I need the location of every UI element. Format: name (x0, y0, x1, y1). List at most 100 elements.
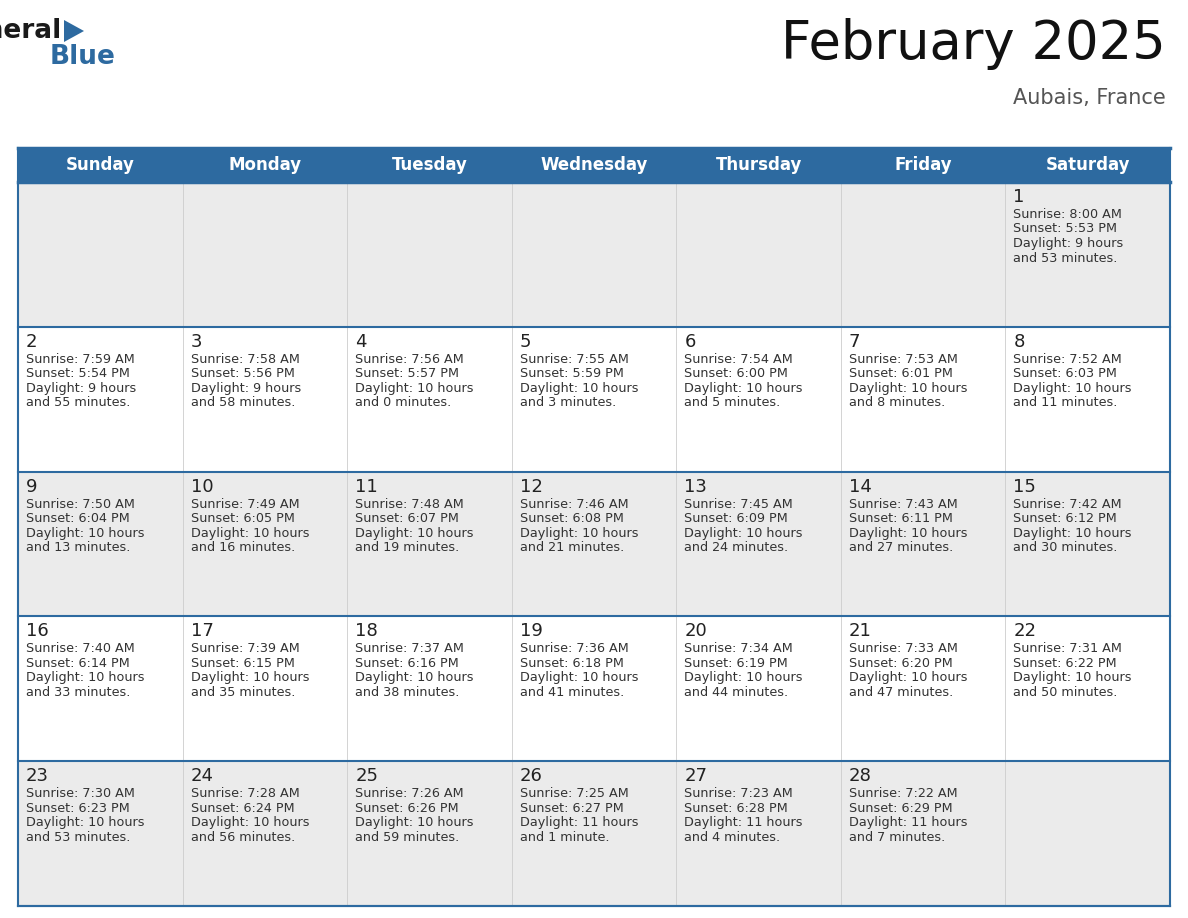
Text: Sunrise: 7:42 AM: Sunrise: 7:42 AM (1013, 498, 1121, 510)
Text: and 33 minutes.: and 33 minutes. (26, 686, 131, 699)
Text: 20: 20 (684, 622, 707, 641)
Text: Daylight: 10 hours: Daylight: 10 hours (849, 382, 967, 395)
Text: 13: 13 (684, 477, 707, 496)
Text: Sunrise: 7:28 AM: Sunrise: 7:28 AM (190, 788, 299, 800)
Text: Friday: Friday (895, 156, 952, 174)
Text: Sunset: 6:00 PM: Sunset: 6:00 PM (684, 367, 788, 380)
Text: and 59 minutes.: and 59 minutes. (355, 831, 460, 844)
Text: Sunrise: 7:49 AM: Sunrise: 7:49 AM (190, 498, 299, 510)
Text: Daylight: 10 hours: Daylight: 10 hours (519, 382, 638, 395)
Bar (18, 182, 1170, 327)
Text: Daylight: 9 hours: Daylight: 9 hours (1013, 237, 1124, 250)
Text: 14: 14 (849, 477, 872, 496)
Text: Daylight: 10 hours: Daylight: 10 hours (684, 382, 803, 395)
Text: 6: 6 (684, 333, 696, 351)
Text: Daylight: 10 hours: Daylight: 10 hours (1013, 671, 1132, 685)
Text: Sunset: 5:57 PM: Sunset: 5:57 PM (355, 367, 459, 380)
Polygon shape (64, 20, 84, 42)
Text: Sunrise: 7:45 AM: Sunrise: 7:45 AM (684, 498, 794, 510)
Text: and 50 minutes.: and 50 minutes. (1013, 686, 1118, 699)
Text: Sunrise: 7:23 AM: Sunrise: 7:23 AM (684, 788, 794, 800)
Text: Wednesday: Wednesday (541, 156, 647, 174)
Text: Daylight: 11 hours: Daylight: 11 hours (849, 816, 967, 829)
Text: Sunrise: 7:46 AM: Sunrise: 7:46 AM (519, 498, 628, 510)
Text: Sunset: 6:24 PM: Sunset: 6:24 PM (190, 801, 295, 814)
Text: Sunrise: 7:48 AM: Sunrise: 7:48 AM (355, 498, 463, 510)
Text: Daylight: 10 hours: Daylight: 10 hours (684, 671, 803, 685)
Text: Sunset: 6:28 PM: Sunset: 6:28 PM (684, 801, 788, 814)
Text: Sunrise: 7:58 AM: Sunrise: 7:58 AM (190, 353, 299, 365)
Text: and 5 minutes.: and 5 minutes. (684, 397, 781, 409)
Text: 21: 21 (849, 622, 872, 641)
Text: Daylight: 10 hours: Daylight: 10 hours (355, 382, 474, 395)
Text: 7: 7 (849, 333, 860, 351)
Text: Sunrise: 7:33 AM: Sunrise: 7:33 AM (849, 643, 958, 655)
Text: and 41 minutes.: and 41 minutes. (519, 686, 624, 699)
Text: Sunrise: 7:39 AM: Sunrise: 7:39 AM (190, 643, 299, 655)
Text: and 58 minutes.: and 58 minutes. (190, 397, 295, 409)
Text: 1: 1 (1013, 188, 1025, 206)
Text: Sunset: 6:22 PM: Sunset: 6:22 PM (1013, 657, 1117, 670)
Text: Daylight: 10 hours: Daylight: 10 hours (355, 816, 474, 829)
Text: and 0 minutes.: and 0 minutes. (355, 397, 451, 409)
Text: Daylight: 10 hours: Daylight: 10 hours (1013, 527, 1132, 540)
Text: Sunrise: 8:00 AM: Sunrise: 8:00 AM (1013, 208, 1123, 221)
Text: Sunrise: 7:30 AM: Sunrise: 7:30 AM (26, 788, 135, 800)
Text: Daylight: 10 hours: Daylight: 10 hours (355, 671, 474, 685)
Text: 3: 3 (190, 333, 202, 351)
Text: and 53 minutes.: and 53 minutes. (1013, 252, 1118, 264)
Text: Sunrise: 7:56 AM: Sunrise: 7:56 AM (355, 353, 463, 365)
Text: 22: 22 (1013, 622, 1036, 641)
Text: Aubais, France: Aubais, France (1013, 88, 1165, 108)
Text: and 44 minutes.: and 44 minutes. (684, 686, 789, 699)
Text: and 7 minutes.: and 7 minutes. (849, 831, 946, 844)
Text: Daylight: 10 hours: Daylight: 10 hours (26, 671, 145, 685)
Text: Sunrise: 7:54 AM: Sunrise: 7:54 AM (684, 353, 794, 365)
Text: Sunrise: 7:43 AM: Sunrise: 7:43 AM (849, 498, 958, 510)
Text: Sunset: 6:12 PM: Sunset: 6:12 PM (1013, 512, 1117, 525)
Text: and 19 minutes.: and 19 minutes. (355, 541, 460, 554)
Text: Sunset: 6:20 PM: Sunset: 6:20 PM (849, 657, 953, 670)
Text: Sunset: 6:19 PM: Sunset: 6:19 PM (684, 657, 788, 670)
Text: Sunrise: 7:50 AM: Sunrise: 7:50 AM (26, 498, 135, 510)
Text: Daylight: 10 hours: Daylight: 10 hours (519, 671, 638, 685)
Text: Sunset: 6:26 PM: Sunset: 6:26 PM (355, 801, 459, 814)
Text: 16: 16 (26, 622, 49, 641)
Text: 24: 24 (190, 767, 214, 785)
Bar (18, 616, 1170, 761)
Text: Monday: Monday (228, 156, 302, 174)
Text: Daylight: 10 hours: Daylight: 10 hours (519, 527, 638, 540)
Text: Daylight: 10 hours: Daylight: 10 hours (849, 671, 967, 685)
Text: and 27 minutes.: and 27 minutes. (849, 541, 953, 554)
Text: Sunrise: 7:59 AM: Sunrise: 7:59 AM (26, 353, 134, 365)
Text: 18: 18 (355, 622, 378, 641)
Text: 11: 11 (355, 477, 378, 496)
Text: Sunset: 5:53 PM: Sunset: 5:53 PM (1013, 222, 1118, 236)
Text: 4: 4 (355, 333, 367, 351)
Text: Daylight: 10 hours: Daylight: 10 hours (190, 816, 309, 829)
Text: Sunrise: 7:22 AM: Sunrise: 7:22 AM (849, 788, 958, 800)
Text: Daylight: 10 hours: Daylight: 10 hours (26, 816, 145, 829)
Text: 25: 25 (355, 767, 378, 785)
Text: Thursday: Thursday (715, 156, 802, 174)
Text: 15: 15 (1013, 477, 1036, 496)
Text: Saturday: Saturday (1045, 156, 1130, 174)
Text: Sunset: 6:08 PM: Sunset: 6:08 PM (519, 512, 624, 525)
Text: and 13 minutes.: and 13 minutes. (26, 541, 131, 554)
Text: Sunset: 6:14 PM: Sunset: 6:14 PM (26, 657, 129, 670)
Text: Sunset: 6:05 PM: Sunset: 6:05 PM (190, 512, 295, 525)
Text: and 24 minutes.: and 24 minutes. (684, 541, 789, 554)
Text: February 2025: February 2025 (782, 18, 1165, 70)
Text: Daylight: 11 hours: Daylight: 11 hours (684, 816, 803, 829)
Text: Sunrise: 7:26 AM: Sunrise: 7:26 AM (355, 788, 463, 800)
Text: Sunrise: 7:36 AM: Sunrise: 7:36 AM (519, 643, 628, 655)
Text: Sunday: Sunday (65, 156, 134, 174)
Text: 28: 28 (849, 767, 872, 785)
Text: 17: 17 (190, 622, 214, 641)
Text: and 3 minutes.: and 3 minutes. (519, 397, 615, 409)
Text: Sunset: 6:27 PM: Sunset: 6:27 PM (519, 801, 624, 814)
Text: and 56 minutes.: and 56 minutes. (190, 831, 295, 844)
Text: Sunset: 6:09 PM: Sunset: 6:09 PM (684, 512, 788, 525)
Text: Tuesday: Tuesday (392, 156, 467, 174)
Text: 8: 8 (1013, 333, 1025, 351)
